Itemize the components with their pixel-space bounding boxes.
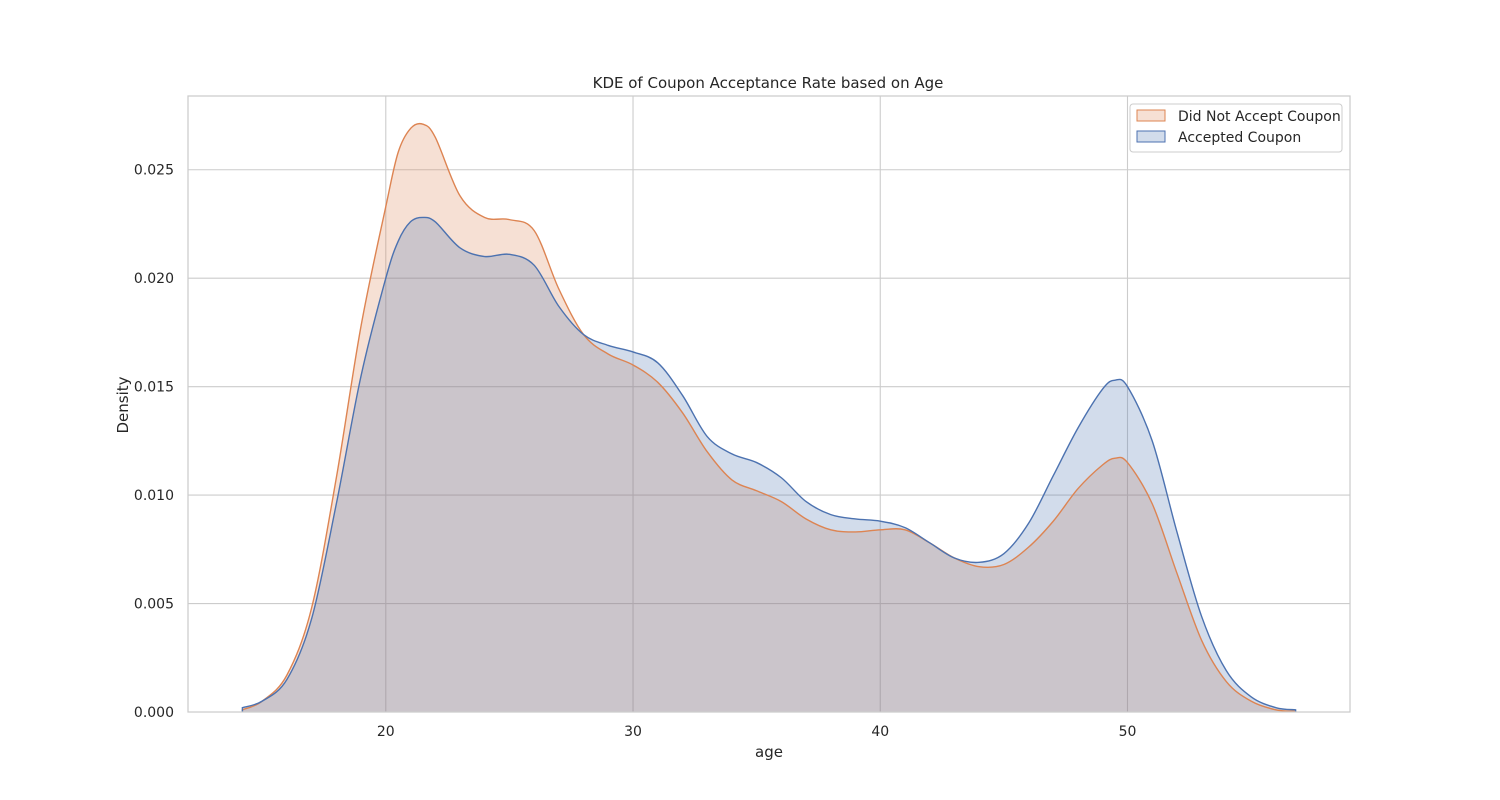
y-tick-label: 0.010: [134, 488, 174, 504]
legend-label-did-not-accept: Did Not Accept Coupon: [1178, 109, 1341, 125]
x-tick-label: 20: [377, 724, 395, 740]
y-tick-label: 0.025: [134, 163, 174, 179]
legend-swatch-did-not-accept: [1136, 109, 1166, 122]
chart-title: KDE of Coupon Acceptance Rate based on A…: [593, 74, 944, 92]
x-tick-label: 40: [871, 724, 889, 740]
kde-line-did-not-accept-coupon: [241, 122, 1297, 713]
kde-lines: [241, 122, 1297, 713]
kde-line-accepted-coupon: [241, 216, 1297, 713]
x-axis-label: age: [755, 743, 783, 761]
y-tick-label: 0.015: [134, 380, 174, 396]
x-tick-label: 50: [1119, 724, 1137, 740]
plot-frame: [187, 95, 1351, 713]
legend-swatch-accepted: [1136, 130, 1166, 143]
y-tick-label: 0.000: [134, 705, 174, 721]
y-tick-label: 0.020: [134, 271, 174, 287]
x-tick-labels: 20 30 40 50: [377, 724, 1137, 740]
legend-box: [1129, 103, 1343, 153]
y-axis-label: Density: [114, 376, 132, 433]
kde-area-did-not-accept-coupon: [242, 123, 1296, 713]
x-tick-label: 30: [624, 724, 642, 740]
y-tick-label: 0.005: [134, 597, 174, 613]
legend-label-accepted: Accepted Coupon: [1178, 130, 1301, 146]
y-tick-labels: 0.000 0.005 0.010 0.015 0.020 0.025: [134, 163, 174, 721]
kde-area-accepted-coupon: [242, 217, 1296, 712]
kde-areas: [242, 123, 1296, 713]
legend: Did Not Accept Coupon Accepted Coupon: [1129, 103, 1343, 153]
